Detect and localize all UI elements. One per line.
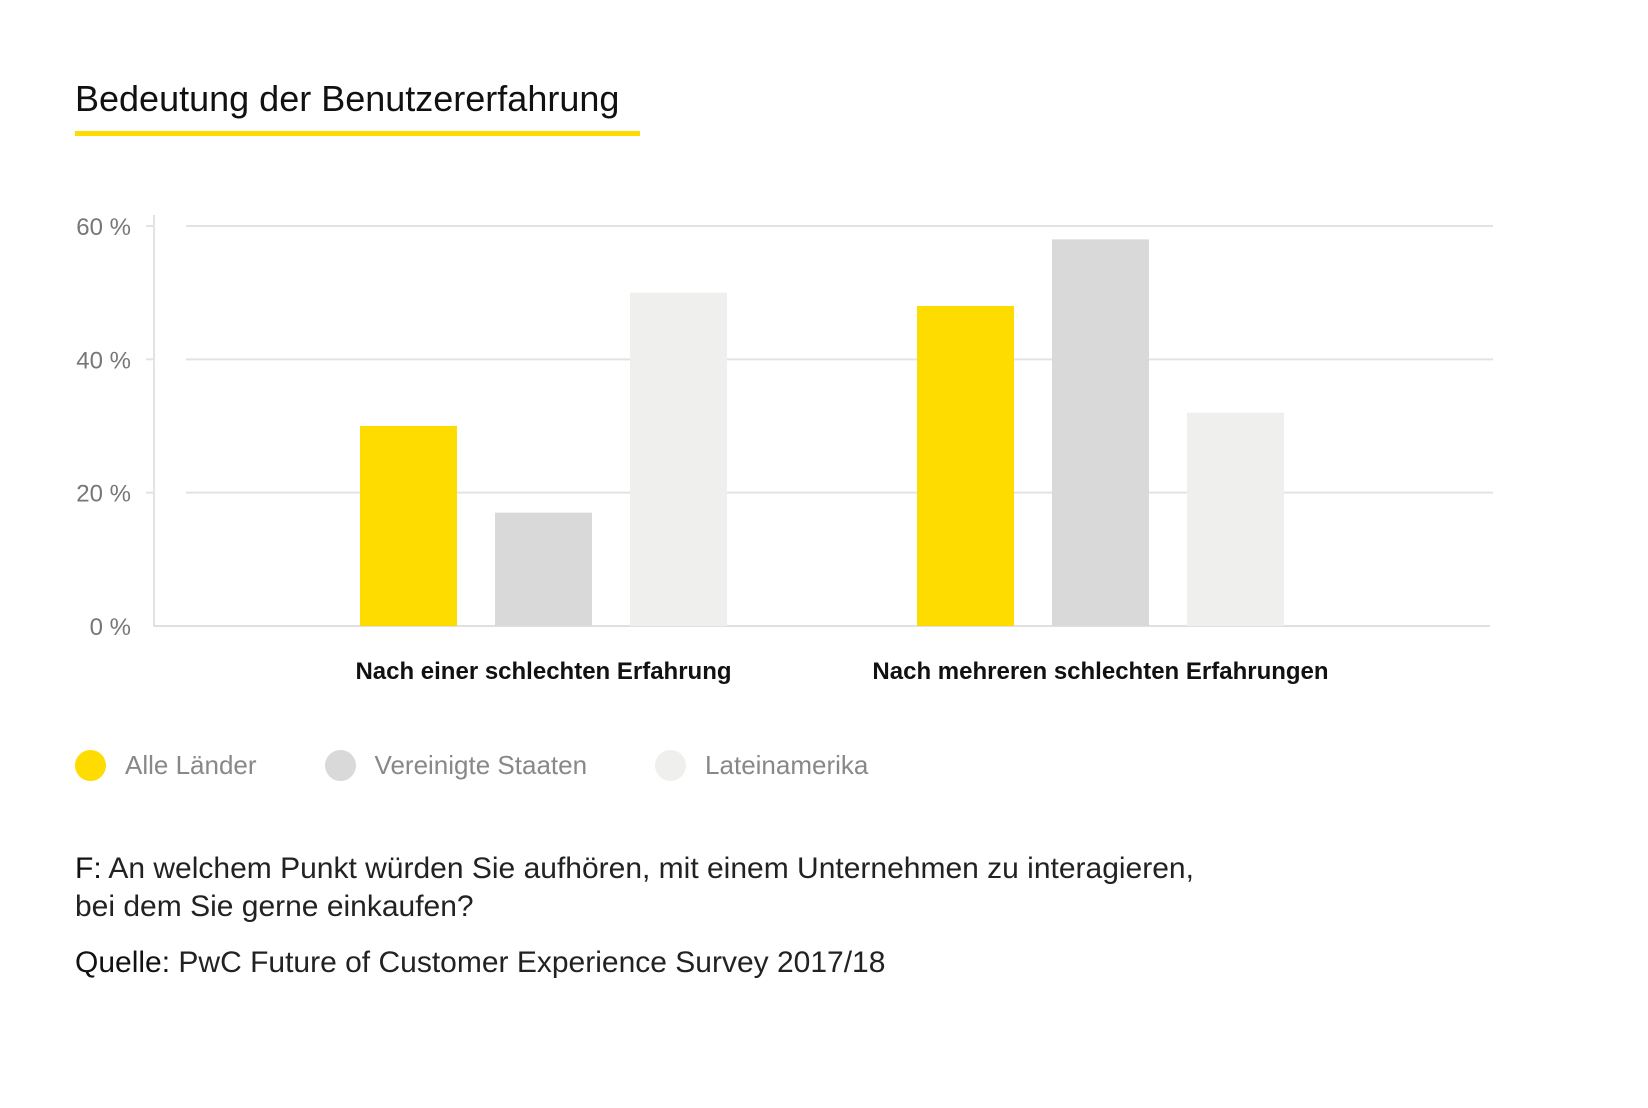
legend-label: Lateinamerika: [705, 750, 869, 780]
y-tick-label: 40 %: [76, 347, 131, 374]
legend: Alle Länder Vereinigte Staaten Lateinameri…: [75, 750, 936, 781]
legend-item: Vereinigte Staaten: [324, 750, 588, 781]
source-note: Quelle: PwC Future of Customer Experienc…: [75, 944, 885, 982]
bar: [917, 306, 1014, 626]
source-label: Quelle:: [75, 946, 171, 979]
bar: [630, 292, 727, 626]
bar: [360, 426, 457, 626]
title-underline: [75, 131, 640, 136]
bar: [1052, 239, 1149, 627]
question-text-2: bei dem Sie gerne einkaufen?: [75, 890, 474, 923]
question-label: F:: [75, 852, 102, 885]
bar: [495, 512, 592, 626]
legend-item: Lateinamerika: [655, 750, 868, 781]
legend-swatch-icon: [324, 750, 356, 781]
y-tick-label: 20 %: [76, 481, 131, 508]
question-note: F: An welchem Punkt würden Sie aufhören,…: [75, 850, 1194, 926]
legend-label: Vereinigte Staaten: [374, 750, 588, 780]
legend-item: Alle Länder: [75, 750, 257, 781]
chart-title: Bedeutung der Benutzererfahrung: [75, 78, 620, 119]
y-tick-label: 60 %: [76, 214, 131, 241]
x-category-label: Nach einer schlechten Erfahrung: [355, 658, 731, 685]
legend-label: Alle Länder: [125, 750, 257, 780]
source-text: PwC Future of Customer Experience Survey…: [178, 946, 886, 979]
bar-chart: 0 % 20 % 40 % 60 % Nach einer schlechten Erf…: [76, 214, 1493, 685]
legend-swatch-icon: [655, 750, 687, 781]
x-category-label: Nach mehreren schlechten Erfahrungen: [872, 658, 1328, 685]
legend-swatch-icon: [75, 750, 106, 781]
bar: [1187, 412, 1284, 626]
y-tick-label: 0 %: [90, 614, 131, 641]
question-text: An welchem Punkt würden Sie aufhören, mi…: [108, 852, 1194, 885]
